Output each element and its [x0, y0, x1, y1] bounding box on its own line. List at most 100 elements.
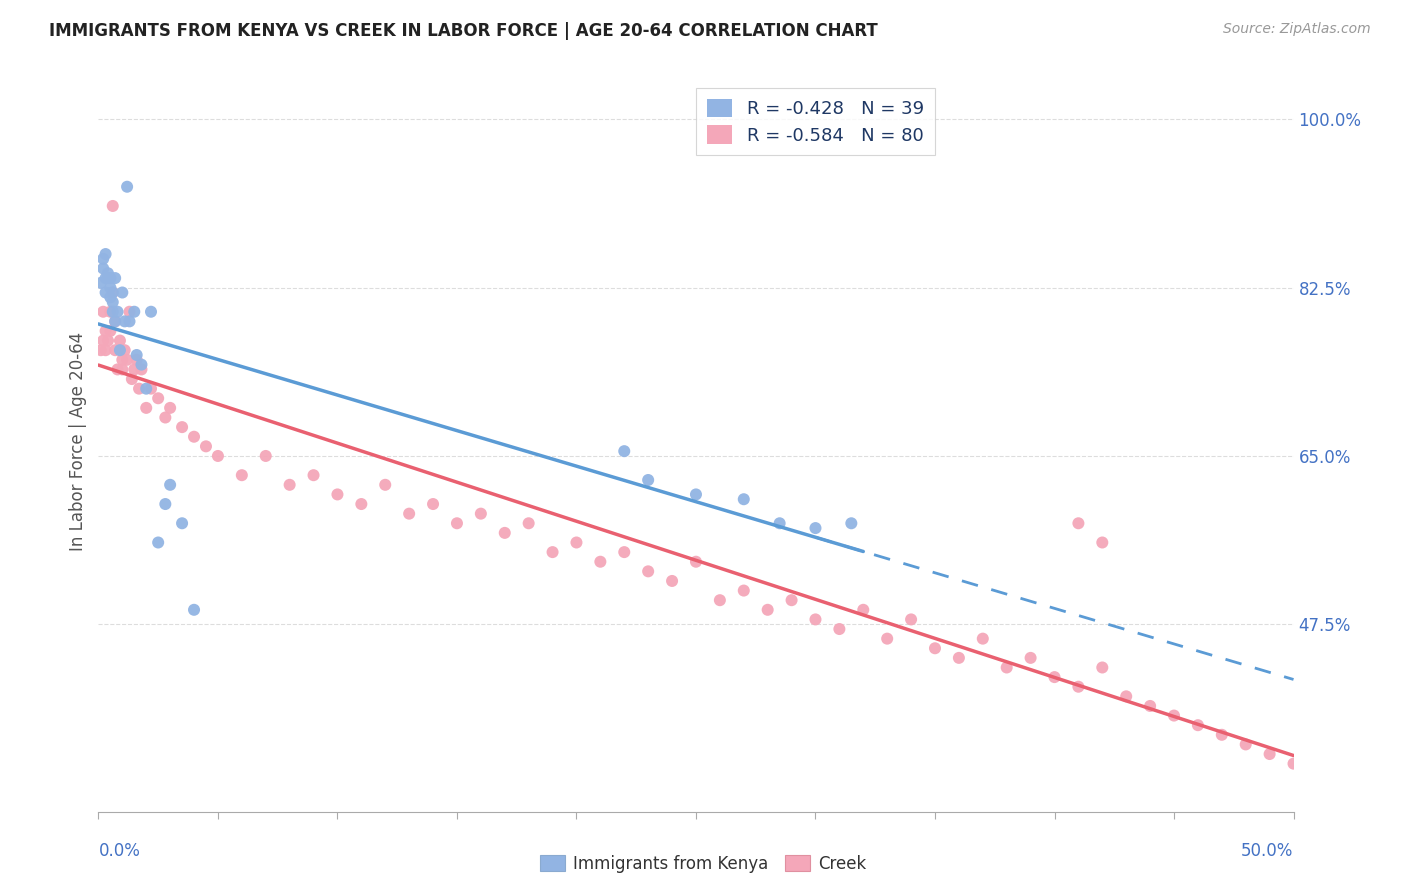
Point	[104, 343, 127, 358]
Point	[90, 276, 112, 290]
Point	[139, 304, 162, 318]
Point	[104, 314, 127, 328]
Point	[111, 362, 134, 376]
Point	[231, 468, 253, 483]
Point	[139, 382, 162, 396]
Point	[780, 593, 803, 607]
Point	[709, 593, 731, 607]
Point	[118, 304, 141, 318]
Point	[98, 271, 122, 285]
Point	[101, 304, 124, 318]
Point	[254, 449, 277, 463]
Point	[398, 507, 420, 521]
Point	[155, 497, 177, 511]
Point	[101, 285, 124, 300]
Point	[90, 343, 112, 358]
Legend: R = -0.428   N = 39, R = -0.584   N = 80: R = -0.428 N = 39, R = -0.584 N = 80	[696, 87, 935, 155]
Point	[135, 401, 157, 415]
Point	[900, 612, 922, 626]
Point	[924, 641, 946, 656]
Text: Source: ZipAtlas.com: Source: ZipAtlas.com	[1223, 22, 1371, 37]
Point	[1067, 516, 1090, 531]
Point	[1187, 718, 1209, 732]
Point	[637, 473, 659, 487]
Point	[125, 352, 148, 367]
Point	[131, 362, 153, 376]
Point	[1091, 660, 1114, 674]
Point	[91, 252, 114, 266]
Point	[195, 439, 218, 453]
Point	[159, 401, 181, 415]
Point	[637, 565, 659, 579]
Point	[118, 314, 141, 328]
Point	[94, 324, 117, 338]
Point	[1282, 756, 1305, 771]
Point	[1043, 670, 1066, 684]
Point	[108, 343, 131, 358]
Point	[446, 516, 468, 531]
Point	[97, 266, 120, 280]
Point	[1115, 690, 1137, 704]
Point	[91, 261, 114, 276]
Point	[1211, 728, 1233, 742]
Point	[98, 324, 122, 338]
Point	[685, 487, 707, 501]
Point	[565, 535, 588, 549]
Point	[111, 285, 134, 300]
Point	[97, 271, 120, 285]
Point	[685, 555, 707, 569]
Point	[876, 632, 898, 646]
Point	[125, 348, 148, 362]
Point	[148, 535, 170, 549]
Legend: Immigrants from Kenya, Creek: Immigrants from Kenya, Creek	[533, 848, 873, 880]
Point	[422, 497, 444, 511]
Point	[124, 304, 146, 318]
Point	[101, 199, 124, 213]
Point	[1091, 535, 1114, 549]
Point	[94, 285, 117, 300]
Point	[104, 314, 127, 328]
Point	[94, 247, 117, 261]
Point	[350, 497, 373, 511]
Point	[121, 372, 143, 386]
Point	[91, 334, 114, 348]
Point	[1258, 747, 1281, 761]
Point	[94, 343, 117, 358]
Point	[589, 555, 612, 569]
Point	[131, 358, 153, 372]
Point	[101, 285, 124, 300]
Point	[114, 314, 136, 328]
Point	[148, 391, 170, 405]
Point	[107, 362, 129, 376]
Point	[98, 281, 122, 295]
Point	[1019, 651, 1042, 665]
Point	[494, 525, 516, 540]
Point	[108, 334, 131, 348]
Point	[1139, 698, 1161, 713]
Point	[159, 478, 181, 492]
Point	[517, 516, 540, 531]
Point	[1163, 708, 1185, 723]
Point	[91, 304, 114, 318]
Point	[733, 583, 755, 598]
Point	[470, 507, 492, 521]
Point	[98, 290, 122, 304]
Point	[111, 352, 134, 367]
Point	[98, 304, 122, 318]
Point	[948, 651, 970, 665]
Point	[207, 449, 229, 463]
Text: IMMIGRANTS FROM KENYA VS CREEK IN LABOR FORCE | AGE 20-64 CORRELATION CHART: IMMIGRANTS FROM KENYA VS CREEK IN LABOR …	[49, 22, 877, 40]
Point	[115, 179, 138, 194]
Point	[326, 487, 349, 501]
Point	[804, 521, 827, 535]
Point	[101, 295, 124, 310]
Point	[804, 612, 827, 626]
Point	[768, 516, 790, 531]
Point	[733, 492, 755, 507]
Text: 50.0%: 50.0%	[1241, 842, 1294, 860]
Point	[155, 410, 177, 425]
Point	[172, 420, 194, 434]
Point	[541, 545, 564, 559]
Point	[302, 468, 325, 483]
Point	[124, 362, 146, 376]
